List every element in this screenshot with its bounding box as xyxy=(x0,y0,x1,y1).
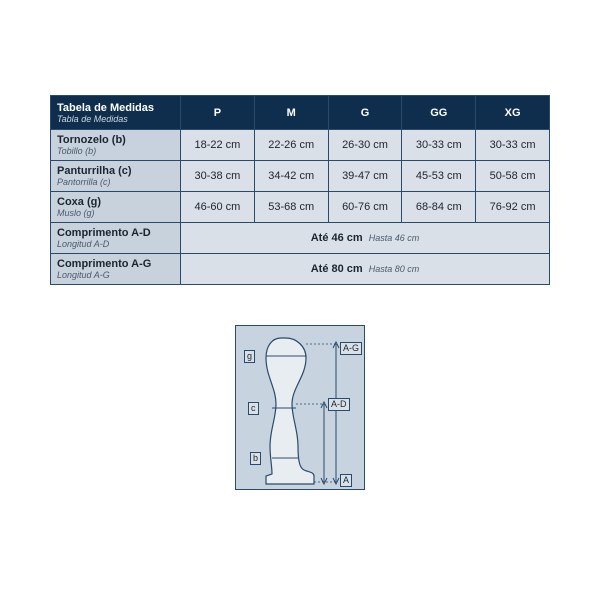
size-col-m: M xyxy=(254,96,328,130)
size-col-xg: XG xyxy=(476,96,550,130)
span-value-sub: Hasta 46 cm xyxy=(369,233,420,243)
row-label-text: Coxa (g) xyxy=(57,196,101,208)
table-row: Coxa (g)Muslo (g)46-60 cm53-68 cm60-76 c… xyxy=(51,192,550,223)
label-b: b xyxy=(250,452,261,465)
table-title: Tabela de Medidas xyxy=(57,102,154,114)
label-a: A xyxy=(340,474,352,487)
span-cell: Até 80 cm Hasta 80 cm xyxy=(181,254,550,285)
size-col-gg: GG xyxy=(402,96,476,130)
cell: 45-53 cm xyxy=(402,161,476,192)
label-c: c xyxy=(248,402,259,415)
row-label: Coxa (g)Muslo (g) xyxy=(51,192,181,223)
span-value: Até 80 cm xyxy=(311,263,363,275)
leg-diagram: g c b A-G A-D A xyxy=(235,325,365,490)
span-cell: Até 46 cm Hasta 46 cm xyxy=(181,223,550,254)
table-row-span: Comprimento A-DLongitud A-D Até 46 cm Hast… xyxy=(51,223,550,254)
cell: 18-22 cm xyxy=(181,130,255,161)
row-label-sub: Tobillo (b) xyxy=(57,146,174,156)
table-body: Tornozelo (b)Tobillo (b)18-22 cm22-26 cm… xyxy=(51,130,550,285)
row-label: Comprimento A-DLongitud A-D xyxy=(51,223,181,254)
leg-outline-path xyxy=(266,338,314,484)
cell: 26-30 cm xyxy=(328,130,402,161)
cell: 68-84 cm xyxy=(402,192,476,223)
cell: 34-42 cm xyxy=(254,161,328,192)
cell: 22-26 cm xyxy=(254,130,328,161)
table-row: Panturrilha (c)Pantorrilla (c)30-38 cm34… xyxy=(51,161,550,192)
row-label: Tornozelo (b)Tobillo (b) xyxy=(51,130,181,161)
cell: 30-33 cm xyxy=(402,130,476,161)
cell: 60-76 cm xyxy=(328,192,402,223)
table-row: Tornozelo (b)Tobillo (b)18-22 cm22-26 cm… xyxy=(51,130,550,161)
cell: 46-60 cm xyxy=(181,192,255,223)
row-label-text: Comprimento A-G xyxy=(57,258,151,270)
cell: 53-68 cm xyxy=(254,192,328,223)
table-subtitle: Tabla de Medidas xyxy=(57,114,174,124)
cell: 39-47 cm xyxy=(328,161,402,192)
row-label-sub: Longitud A-G xyxy=(57,270,174,280)
cell: 30-38 cm xyxy=(181,161,255,192)
label-ad: A-D xyxy=(328,398,350,411)
cell: 30-33 cm xyxy=(476,130,550,161)
table-title-cell: Tabela de Medidas Tabla de Medidas xyxy=(51,96,181,130)
label-ag: A-G xyxy=(340,342,362,355)
table-row-span: Comprimento A-GLongitud A-G Até 80 cm Hast… xyxy=(51,254,550,285)
row-label: Panturrilha (c)Pantorrilla (c) xyxy=(51,161,181,192)
span-value-sub: Hasta 80 cm xyxy=(369,264,420,274)
label-g: g xyxy=(244,350,255,363)
span-value: Até 46 cm xyxy=(311,232,363,244)
row-label-sub: Longitud A-D xyxy=(57,239,174,249)
row-label-sub: Pantorrilla (c) xyxy=(57,177,174,187)
row-label-sub: Muslo (g) xyxy=(57,208,174,218)
row-label-text: Comprimento A-D xyxy=(57,227,151,239)
size-col-p: P xyxy=(181,96,255,130)
cell: 76-92 cm xyxy=(476,192,550,223)
row-label: Comprimento A-GLongitud A-G xyxy=(51,254,181,285)
row-label-text: Panturrilha (c) xyxy=(57,165,132,177)
size-table: Tabela de Medidas Tabla de Medidas P M G… xyxy=(50,95,550,285)
row-label-text: Tornozelo (b) xyxy=(57,134,126,146)
cell: 50-58 cm xyxy=(476,161,550,192)
size-col-g: G xyxy=(328,96,402,130)
